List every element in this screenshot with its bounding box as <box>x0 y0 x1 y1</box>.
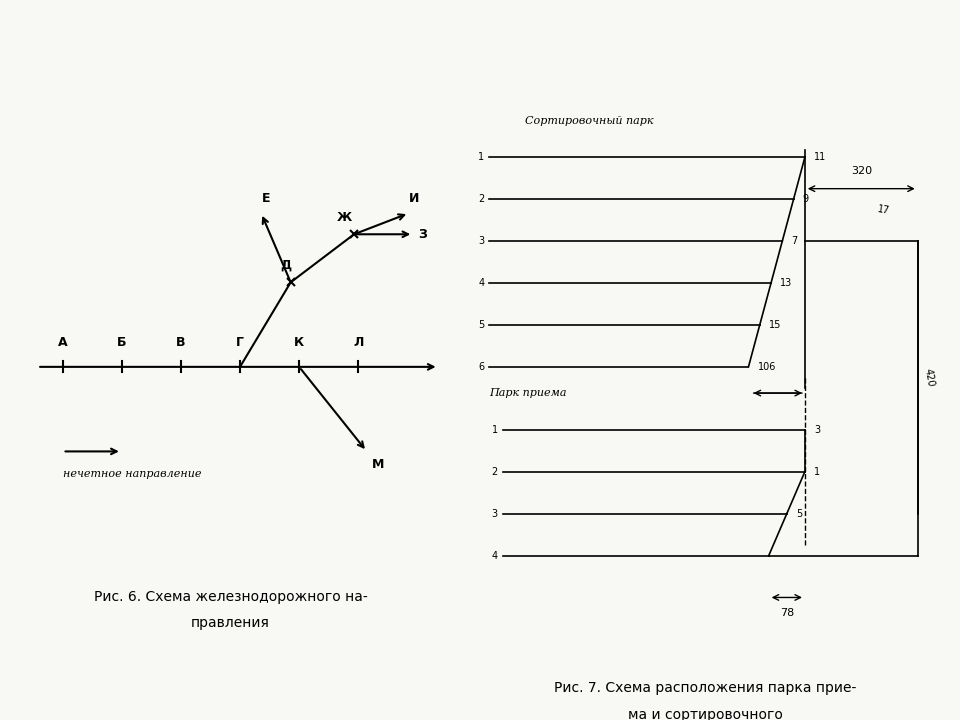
Text: 15: 15 <box>769 320 781 330</box>
Text: Рис. 7. Схема расположения парка прие-: Рис. 7. Схема расположения парка прие- <box>555 681 856 696</box>
Text: Г: Г <box>236 336 244 349</box>
Text: В: В <box>176 336 185 349</box>
Text: 1: 1 <box>478 152 484 162</box>
Text: 3: 3 <box>814 425 820 435</box>
Text: З: З <box>418 228 427 240</box>
Text: И: И <box>409 192 419 204</box>
Text: А: А <box>58 336 67 349</box>
Text: Рис. 6. Схема железнодорожного на-: Рис. 6. Схема железнодорожного на- <box>93 590 368 604</box>
Text: 2: 2 <box>492 467 497 477</box>
Text: 5: 5 <box>796 508 803 518</box>
Text: 1: 1 <box>492 425 497 435</box>
Text: 420: 420 <box>923 367 935 387</box>
Text: 1: 1 <box>814 467 820 477</box>
Text: 9: 9 <box>803 194 808 204</box>
Text: Б: Б <box>117 336 127 349</box>
Text: Парк приема: Парк приема <box>489 388 566 398</box>
Text: 3: 3 <box>478 236 484 246</box>
Text: 17: 17 <box>876 204 891 215</box>
Text: Е: Е <box>262 192 270 204</box>
Text: 13: 13 <box>780 278 792 288</box>
Text: М: М <box>372 459 384 472</box>
Text: 320: 320 <box>851 166 872 176</box>
Text: 106: 106 <box>757 362 776 372</box>
Text: К: К <box>294 336 304 349</box>
Text: нечетное направление: нечетное направление <box>62 469 201 479</box>
Text: 4: 4 <box>492 551 497 561</box>
Text: 11: 11 <box>814 152 827 162</box>
Text: правления: правления <box>191 616 270 630</box>
Text: 7: 7 <box>791 236 798 246</box>
Text: ма и сортировочного: ма и сортировочного <box>628 708 783 720</box>
Text: 4: 4 <box>478 278 484 288</box>
Text: 5: 5 <box>478 320 484 330</box>
Text: Д: Д <box>280 258 292 272</box>
Text: 78: 78 <box>780 608 794 618</box>
Text: Ж: Ж <box>337 211 352 224</box>
Text: 3: 3 <box>492 508 497 518</box>
Text: 2: 2 <box>478 194 484 204</box>
Text: Л: Л <box>353 336 364 349</box>
Text: Сортировочный парк: Сортировочный парк <box>525 115 654 125</box>
Text: 6: 6 <box>478 362 484 372</box>
